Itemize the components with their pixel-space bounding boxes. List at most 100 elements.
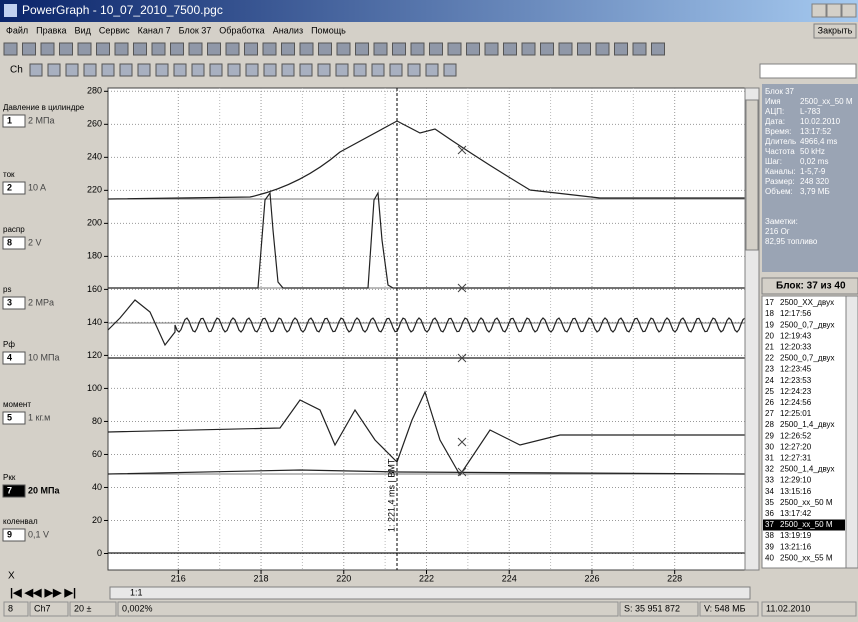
tool-icon[interactable] [227,63,241,77]
tool-icon[interactable] [336,42,351,56]
block-number[interactable]: 30 [765,442,774,451]
scroll-thumb[interactable] [745,99,759,251]
block-text[interactable]: 12:23:45 [780,365,812,374]
channel-button[interactable] [2,351,26,365]
block-text[interactable]: 13:19:19 [780,531,812,540]
block-text[interactable]: 13:21:16 [780,542,812,551]
tool-icon[interactable] [447,42,462,56]
close-label[interactable]: Закрыть [818,25,853,35]
tool-icon[interactable] [318,42,332,56]
tool-icon[interactable] [207,42,221,56]
tool-icon[interactable] [443,63,457,77]
tool-icon[interactable] [558,42,573,56]
menu-item[interactable]: Анализ [273,25,303,35]
tool-icon[interactable] [335,63,349,77]
tool-icon[interactable] [244,42,258,56]
channel-number[interactable]: 5 [7,412,12,422]
tool-icon[interactable] [245,63,259,77]
block-text[interactable]: 2500_1,4_двух [780,420,835,429]
block-text[interactable]: 2500_0,7_двух [780,320,835,329]
tool-icon[interactable] [392,42,406,56]
maximize[interactable] [826,3,842,18]
block-number[interactable]: 17 [765,298,774,307]
block-number[interactable]: 34 [765,487,774,496]
channel-button[interactable] [2,236,26,250]
block-number[interactable]: 29 [765,431,774,440]
block-text[interactable]: 2500_XX_двух [780,298,834,307]
tool-icon[interactable] [540,42,554,56]
channel-button[interactable] [2,411,26,425]
channel-button[interactable] [2,528,26,542]
block-number[interactable]: 22 [765,354,774,363]
channel-button[interactable] [2,296,26,310]
tool-icon[interactable] [407,63,421,77]
channel-combo[interactable] [759,63,857,79]
tool-icon[interactable] [170,42,184,56]
tool-icon[interactable] [466,42,480,56]
block-number[interactable]: 26 [765,398,774,407]
menu-item[interactable]: Помощь [311,25,346,35]
nav-buttons[interactable]: |◀ ◀◀ ▶▶ ▶| [10,587,76,599]
tool-icon[interactable] [83,63,97,77]
tool-icon[interactable] [173,63,187,77]
channel-button[interactable] [2,114,26,128]
channel-number[interactable]: 7 [7,485,12,495]
tool-icon[interactable] [225,42,240,56]
tool-icon[interactable] [29,63,43,77]
horizontal-scrollbar[interactable] [109,586,751,600]
menu-item[interactable]: Вид [75,25,92,35]
block-number[interactable]: 39 [765,542,774,551]
tool-icon[interactable] [425,63,439,77]
tool-icon[interactable] [114,42,129,56]
close[interactable] [841,3,857,18]
block-number[interactable]: 38 [765,531,774,540]
block-text[interactable]: 12:27:20 [780,442,812,451]
tool-icon[interactable] [577,42,591,56]
block-text[interactable]: 12:29:10 [780,476,812,485]
list-scrollbar[interactable] [845,295,858,569]
menu-item[interactable]: Обработка [219,25,264,35]
tool-icon[interactable] [96,42,110,56]
window-buttons[interactable] [811,3,857,18]
tool-icon[interactable] [191,63,205,77]
tool-icon[interactable] [595,42,610,56]
tool-icon[interactable] [119,63,133,77]
tool-icon[interactable] [371,63,385,77]
tool-icon[interactable] [188,42,203,56]
block-text[interactable]: 13:17:42 [780,509,812,518]
channel-button[interactable] [2,181,26,195]
tool-icon[interactable] [262,42,277,56]
block-text[interactable]: 2500_xx_50 M [780,520,833,529]
block-number[interactable]: 35 [765,498,774,507]
block-text[interactable]: 12:19:43 [780,331,812,340]
block-text[interactable]: 12:25:01 [780,409,812,418]
block-number[interactable]: 31 [765,454,774,463]
tool-icon[interactable] [503,42,517,56]
block-number[interactable]: 36 [765,509,774,518]
tool-icon[interactable] [353,63,367,77]
block-number[interactable]: 33 [765,476,774,485]
tool-icon[interactable] [137,63,151,77]
tool-icon[interactable] [133,42,147,56]
block-text[interactable]: 12:24:56 [780,398,812,407]
block-number[interactable]: 18 [765,309,774,318]
tool-icon[interactable] [101,63,115,77]
block-number[interactable]: 21 [765,343,774,352]
channel-button[interactable]: Ch [10,65,23,76]
block-number[interactable]: 20 [765,331,774,340]
tool-icon[interactable] [651,42,665,56]
channel-number[interactable]: 8 [7,237,12,247]
block-text[interactable]: 2500_0,7_двух [780,354,835,363]
tool-icon[interactable] [77,42,92,56]
block-number[interactable]: 19 [765,320,774,329]
tool-icon[interactable] [59,42,73,56]
block-text[interactable]: 12:20:33 [780,343,812,352]
tool-icon[interactable] [299,42,314,56]
tool-icon[interactable] [3,42,18,56]
block-number[interactable]: 37 [765,520,774,529]
tool-icon[interactable] [209,63,223,77]
tool-icon[interactable] [299,63,313,77]
menu-item[interactable]: Правка [36,25,66,35]
tool-icon[interactable] [355,42,369,56]
tool-icon[interactable] [317,63,331,77]
